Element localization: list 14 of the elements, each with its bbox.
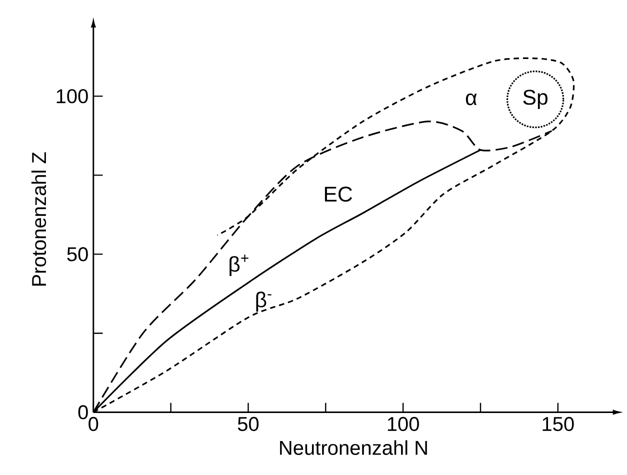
x-tick-label: 150 — [542, 416, 574, 432]
annotation: Sp — [523, 90, 548, 110]
x-tick-label: 0 — [88, 416, 98, 432]
annotation: EC — [324, 186, 352, 202]
x-tick-label: 100 — [388, 416, 419, 432]
x-axis-title: Neutronenzahl N — [280, 440, 427, 455]
y-tick-label: 50 — [67, 247, 88, 262]
annotation: β$^{-}$ — [256, 292, 272, 312]
y-axis-title: Protonenzahl Z — [31, 152, 46, 286]
x-tick-label: 50 — [238, 416, 259, 432]
y-tick-label: 0 — [78, 405, 88, 420]
annotation: β$^{+}$ — [230, 254, 248, 276]
annotation: α — [466, 94, 477, 106]
y-tick-label: 100 — [56, 89, 88, 104]
